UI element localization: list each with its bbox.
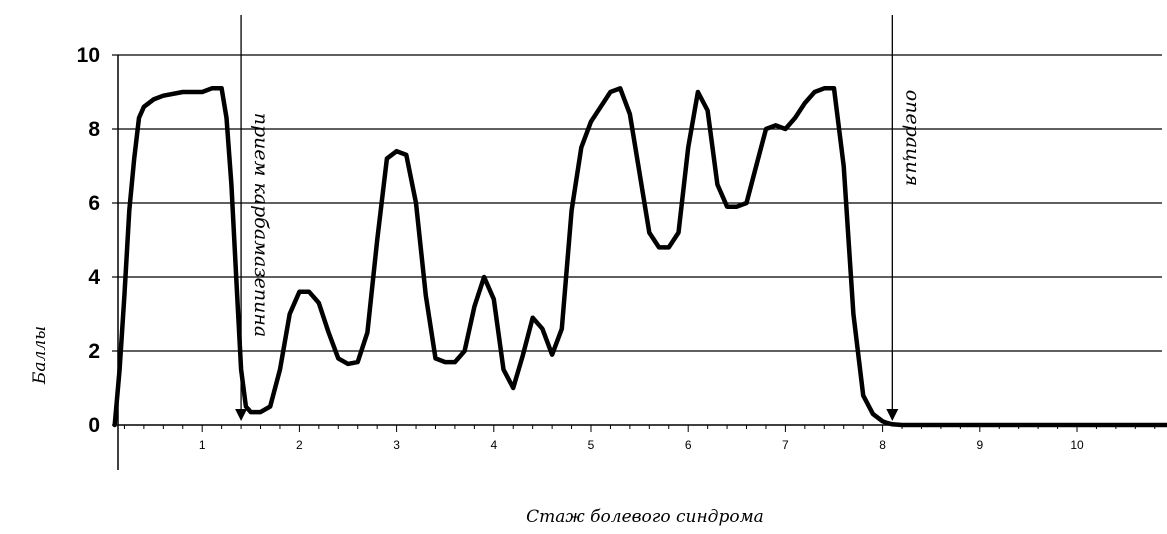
x-tick-label: 7 xyxy=(782,438,789,452)
x-tick-label: 4 xyxy=(490,438,497,452)
x-tick-label: 3 xyxy=(393,438,400,452)
annotation-label: прием карбамазепина xyxy=(250,113,272,337)
y-tick-label: 8 xyxy=(88,118,100,141)
gridlines xyxy=(118,54,1162,352)
x-tick-label: 6 xyxy=(685,438,692,452)
y-axis-title: Баллы xyxy=(30,326,50,385)
y-tick-labels: 0 2 4 6 8 10 xyxy=(77,44,118,437)
x-tick-label: 1 xyxy=(199,438,206,452)
annotations: прием карбамазепина операция xyxy=(235,15,923,421)
y-tick-label: 6 xyxy=(88,192,100,215)
y-tick-label: 0 xyxy=(88,414,100,437)
x-tick-label: 10 xyxy=(1070,438,1084,452)
x-axis-title: Стаж болевого синдрома xyxy=(526,507,764,527)
x-tick-label: 9 xyxy=(976,438,983,452)
axes xyxy=(117,55,1162,470)
x-tick-label: 2 xyxy=(296,438,303,452)
x-tick-label: 8 xyxy=(879,438,886,452)
annotation-label: операция xyxy=(901,90,923,186)
annotation-arrowhead xyxy=(886,409,899,421)
annotation-arrowhead xyxy=(235,409,248,421)
y-tick-label: 2 xyxy=(88,340,100,363)
x-tick-label: 5 xyxy=(588,438,595,452)
x-tick-labels: 1234567891011 xyxy=(199,438,1084,452)
y-tick-label: 4 xyxy=(88,266,100,289)
series-line xyxy=(112,86,1167,428)
y-tick-label: 10 xyxy=(77,44,100,67)
